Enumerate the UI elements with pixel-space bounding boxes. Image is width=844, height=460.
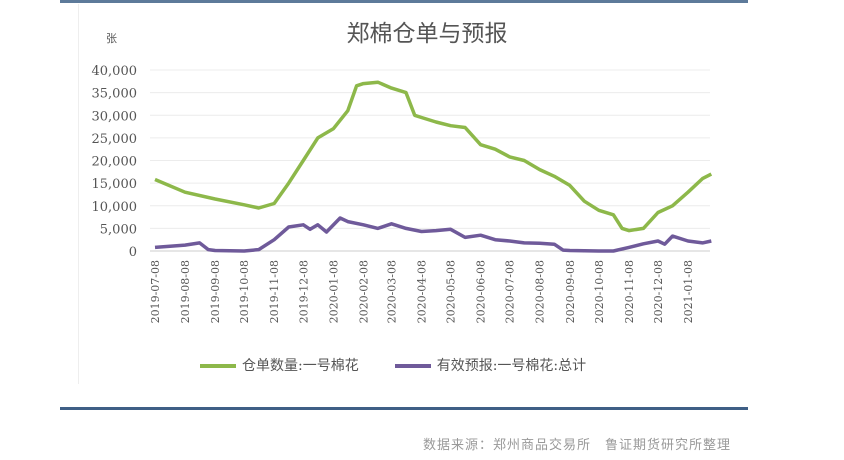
x-tick-label: 2019-07-08	[149, 260, 162, 323]
y-tick-label: 5,000	[100, 222, 137, 237]
series-line-warehouse	[154, 80, 713, 233]
x-tick-label: 2020-10-08	[593, 260, 606, 323]
x-tick-label: 2020-06-08	[475, 260, 488, 323]
legend-label: 有效预报:一号棉花:总计	[436, 358, 587, 374]
x-tick-label: 2019-09-08	[209, 260, 222, 323]
x-tick-label: 2020-01-08	[327, 260, 340, 323]
chart-svg: 0 5,000 10,000 15,000 20,000 25,000 30,000 35,0…	[92, 64, 713, 323]
x-tick-label: 2020-03-08	[385, 260, 398, 323]
legend-item-warehouse: 仓单数量:一号棉花	[200, 355, 359, 375]
x-tick-label: 2019-10-08	[238, 260, 251, 323]
bottom-border	[60, 407, 748, 410]
top-border	[60, 0, 748, 3]
y-tick-label: 35,000	[92, 87, 138, 102]
x-tick-label: 2021-01-08	[682, 260, 695, 323]
x-tick-label: 2019-08-08	[179, 260, 192, 323]
y-axis-unit: 张	[106, 32, 117, 45]
x-tick-label: 2020-04-08	[416, 260, 429, 323]
chart-frame	[78, 4, 79, 384]
x-tick-label: 2020-07-08	[504, 260, 517, 323]
legend-label: 仓单数量:一号棉花	[242, 358, 359, 374]
x-tick-label: 2019-12-08	[297, 260, 310, 323]
legend: 仓单数量:一号棉花 有效预报:一号棉花:总计	[200, 355, 586, 375]
x-tick-label: 2020-02-08	[357, 260, 370, 323]
source-note: 数据来源：郑州商品交易所 鲁证期货研究所整理	[423, 438, 732, 453]
x-tick-label: 2020-12-08	[652, 260, 665, 323]
y-tick-label: 10,000	[92, 200, 138, 215]
legend-swatch	[394, 364, 431, 368]
series-line-forecast	[154, 216, 712, 253]
legend-item-forecast: 有效预报:一号棉花:总计	[394, 355, 587, 375]
x-tick-label: 2020-09-08	[564, 260, 577, 323]
x-tick-label: 2019-11-08	[268, 260, 281, 323]
y-tick-label: 20,000	[92, 155, 138, 170]
legend-swatch	[200, 364, 236, 368]
x-tick-label: 2020-05-08	[445, 260, 458, 323]
y-tick-label: 30,000	[92, 109, 138, 124]
x-tick-label: 2020-08-08	[534, 260, 547, 323]
chart-title: 郑棉仓单与预报	[346, 21, 508, 47]
y-tick-label: 0	[129, 245, 137, 260]
y-tick-label: 15,000	[92, 177, 138, 192]
y-tick-label: 25,000	[92, 132, 138, 147]
x-tick-label: 2020-11-08	[623, 260, 636, 323]
y-tick-label: 40,000	[92, 64, 138, 79]
